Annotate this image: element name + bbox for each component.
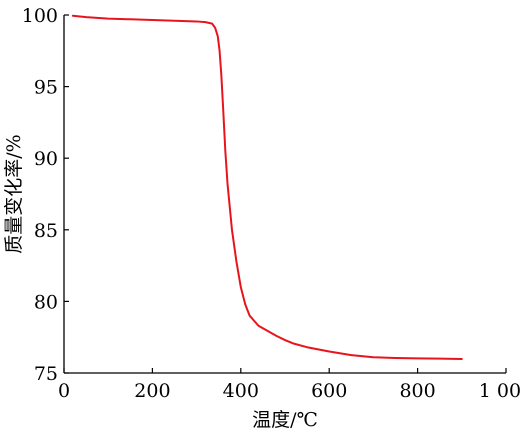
y-tick-label: 85 [34, 220, 58, 242]
series-line-0 [71, 14, 463, 360]
y-tick-label: 75 [34, 363, 58, 385]
y-tick-label: 80 [34, 291, 58, 313]
y-tick-label: 90 [34, 148, 58, 170]
series-group [71, 14, 463, 360]
y-axis-ticks: 75 80 85 90 95 100 [22, 5, 69, 385]
plot-area: 75 80 85 90 95 100 0 200 400 600 800 1 000 [22, 5, 520, 402]
x-tick-label: 0 [58, 380, 70, 402]
x-tick-label: 800 [399, 380, 435, 402]
x-axis-title: 温度/℃ [252, 409, 318, 431]
x-tick-label: 200 [134, 380, 170, 402]
x-axis-ticks: 0 200 400 600 800 1 000 [58, 368, 520, 402]
x-tick-label: 600 [311, 380, 347, 402]
x-tick-label: 1 000 [479, 380, 520, 402]
y-axis-title: 质量变化率/% [3, 134, 25, 253]
y-tick-label: 100 [22, 5, 58, 27]
x-tick-label: 400 [223, 380, 259, 402]
y-tick-label: 95 [34, 77, 58, 99]
